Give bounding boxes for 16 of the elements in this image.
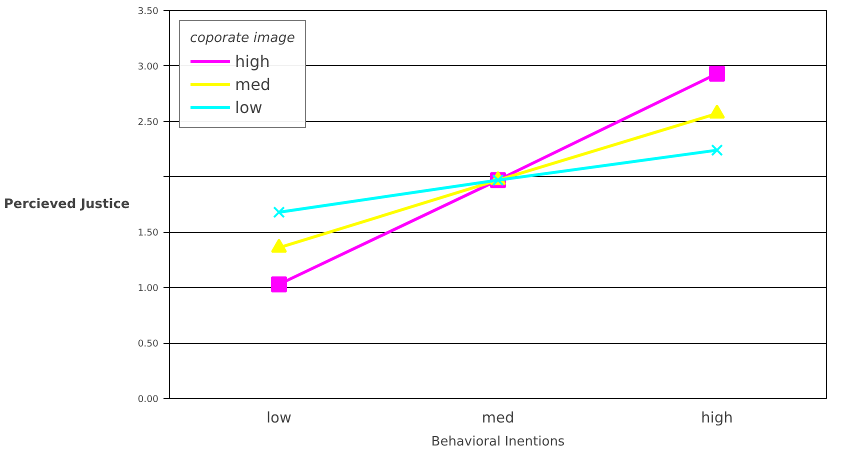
- y-tick-label: 2.50: [138, 116, 159, 128]
- legend-title: coporate image: [190, 31, 295, 46]
- y-tick-label: 1.00: [138, 283, 159, 294]
- y-tick-label: 3.00: [138, 61, 159, 72]
- legend-label: med: [235, 74, 271, 94]
- x-tick-label: low: [266, 410, 292, 426]
- x-tick-label: high: [701, 410, 733, 426]
- y-tick-label: 0.00: [138, 394, 159, 405]
- legend-label: low: [235, 98, 262, 116]
- y-tick-label: 0.50: [138, 338, 159, 350]
- y-tick-label: 1.50: [138, 228, 159, 239]
- x-tick-label: med: [482, 410, 514, 426]
- y-tick-label: 3.50: [138, 6, 159, 17]
- legend-label: high: [235, 52, 270, 70]
- y-axis-title: Percieved Justice: [4, 197, 130, 212]
- x-axis-title: Behavioral Inentions: [431, 434, 565, 450]
